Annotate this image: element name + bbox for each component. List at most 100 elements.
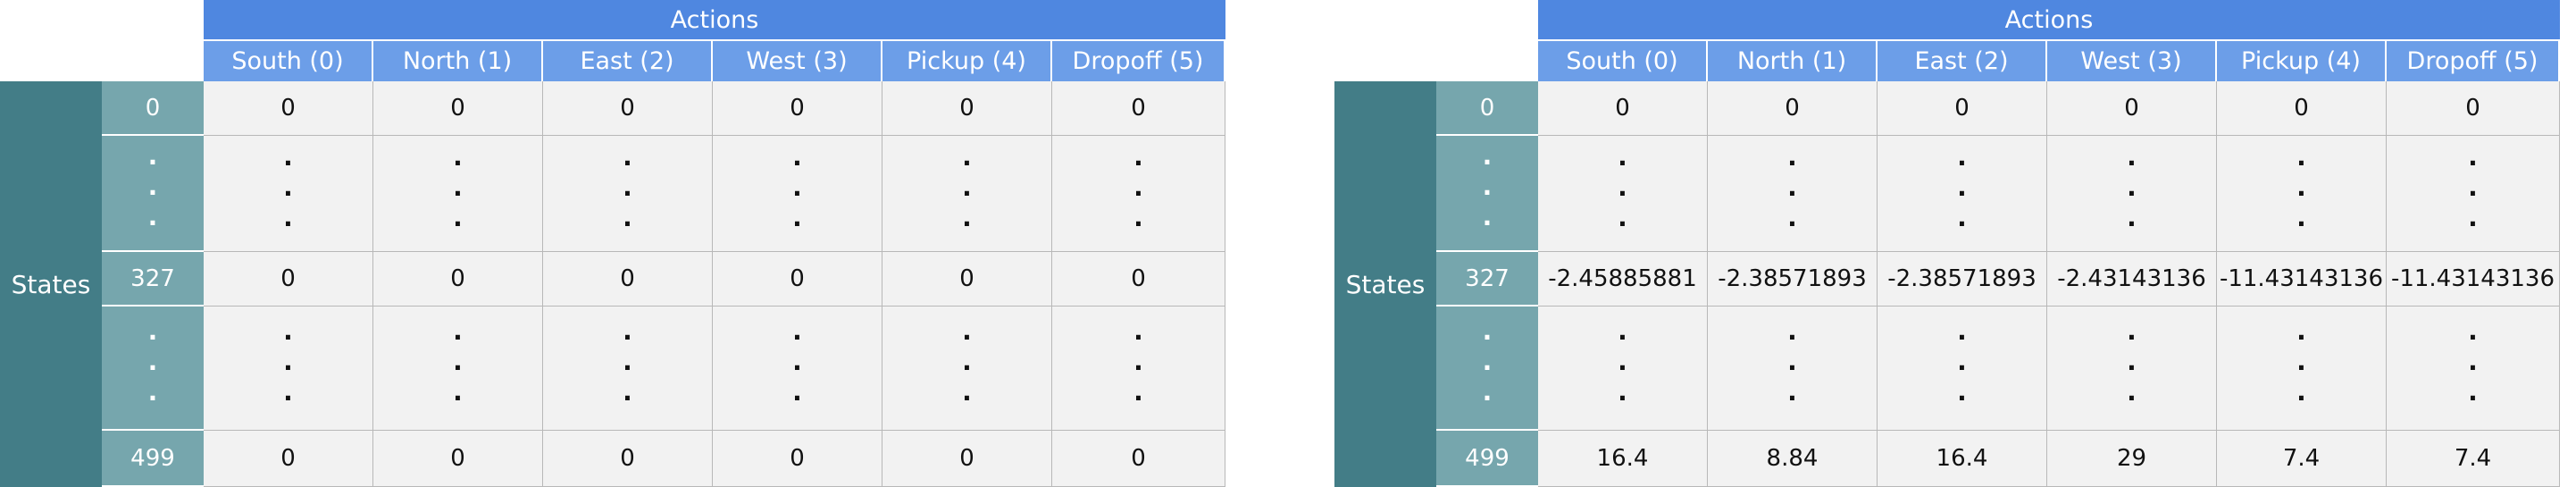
- q-value-cell: 0: [543, 252, 713, 306]
- ellipsis-dot: ·: [792, 208, 802, 239]
- q-value-cell: 0: [882, 81, 1052, 136]
- ellipsis-dot: ·: [147, 322, 158, 352]
- ellipsis-dot: ·: [1133, 147, 1143, 178]
- ellipsis-dot: ·: [453, 353, 463, 382]
- ellipsis-cell: · · ·: [882, 136, 1052, 252]
- ellipsis-dot: ·: [283, 383, 293, 413]
- q-value-cell: 0: [713, 252, 882, 306]
- ellipsis-cell: · · ·: [1708, 306, 1878, 431]
- ellipsis-dot: ·: [283, 323, 293, 352]
- q-value-cell: 16.4: [1538, 431, 1708, 487]
- ellipsis-dot: ·: [1787, 178, 1797, 208]
- q-value-cell: -11.43143136: [2217, 252, 2387, 306]
- q-value-cell: -2.45885881: [1538, 252, 1708, 306]
- ellipsis-cell: · · ·: [204, 306, 373, 431]
- ellipsis-dot: ·: [623, 178, 632, 208]
- corner-blank: [0, 0, 204, 81]
- ellipsis-dot: ·: [1133, 178, 1143, 208]
- ellipsis-dot: ·: [2127, 147, 2137, 178]
- ellipsis-dot: ·: [792, 353, 802, 382]
- action-header-3: West (3): [713, 41, 882, 81]
- q-table-trained: Actions South (0) North (1) East (2) West (3…: [1334, 0, 2560, 487]
- ellipsis-cell: · · ·: [2047, 306, 2217, 431]
- ellipsis-dot: ·: [2468, 178, 2478, 208]
- ellipsis-dot: ·: [147, 147, 158, 177]
- q-value-cell: 0: [1708, 81, 1878, 136]
- ellipsis-cell: · · ·: [2387, 306, 2560, 431]
- q-value-cell: 8.84: [1708, 431, 1878, 487]
- ellipsis-dot: ·: [2296, 178, 2306, 208]
- ellipsis-dot: ·: [2127, 323, 2137, 352]
- q-value-cell: 0: [882, 431, 1052, 487]
- corner-blank: [1334, 0, 1538, 81]
- ellipsis-dot: ·: [1618, 353, 1627, 382]
- ellipsis-dot: ·: [283, 353, 293, 382]
- ellipsis-dot: ·: [453, 383, 463, 413]
- ellipsis-cell: · · ·: [1538, 136, 1708, 252]
- q-value-cell: -2.43143136: [2047, 252, 2217, 306]
- ellipsis-dot: ·: [623, 383, 632, 413]
- state-0: 0: [1436, 81, 1538, 136]
- ellipsis-cell: · · ·: [2217, 306, 2387, 431]
- q-table-initial: Actions South (0) North (1) East (2) West (3…: [0, 0, 1225, 487]
- ellipsis-dot: ·: [962, 178, 972, 208]
- q-value-cell: 29: [2047, 431, 2217, 487]
- ellipsis-dot: ·: [1957, 353, 1967, 382]
- action-header-1: North (1): [373, 41, 543, 81]
- ellipsis-cell: · · ·: [713, 136, 882, 252]
- ellipsis-dot: ·: [453, 147, 463, 178]
- ellipsis-dot: ·: [2296, 383, 2306, 413]
- states-label: States: [1334, 81, 1436, 487]
- ellipsis-dot: ·: [2127, 178, 2137, 208]
- ellipsis-dot: ·: [2468, 147, 2478, 178]
- ellipsis-cell: · · ·: [882, 306, 1052, 431]
- ellipsis-cell: · · ·: [1878, 136, 2047, 252]
- q-value-cell: -2.38571893: [1708, 252, 1878, 306]
- action-header-2: East (2): [543, 41, 713, 81]
- state-ellipsis: · · ·: [102, 306, 204, 431]
- q-value-cell: 0: [204, 431, 373, 487]
- ellipsis-dot: ·: [1482, 382, 1493, 413]
- ellipsis-dot: ·: [792, 383, 802, 413]
- ellipsis-cell: · · ·: [713, 306, 882, 431]
- states-label: States: [0, 81, 102, 487]
- ellipsis-dot: ·: [623, 208, 632, 239]
- ellipsis-dot: ·: [1133, 353, 1143, 382]
- ellipsis-dot: ·: [1482, 322, 1493, 352]
- ellipsis-dot: ·: [147, 208, 158, 238]
- state-499: 499: [1436, 431, 1538, 487]
- ellipsis-dot: ·: [792, 178, 802, 208]
- ellipsis-dot: ·: [623, 353, 632, 382]
- q-value-cell: 0: [543, 81, 713, 136]
- q-value-cell: 0: [2047, 81, 2217, 136]
- ellipsis-dot: ·: [792, 323, 802, 352]
- ellipsis-dot: ·: [453, 323, 463, 352]
- ellipsis-dot: ·: [1482, 178, 1493, 207]
- ellipsis-cell: · · ·: [373, 136, 543, 252]
- action-header-5: Dropoff (5): [1052, 41, 1225, 81]
- ellipsis-dot: ·: [453, 178, 463, 208]
- q-value-cell: 16.4: [1878, 431, 2047, 487]
- q-value-cell: 0: [2387, 81, 2560, 136]
- ellipsis-cell: · · ·: [2047, 136, 2217, 252]
- ellipsis-cell: · · ·: [1052, 136, 1225, 252]
- actions-header: Actions: [1538, 0, 2560, 41]
- ellipsis-dot: ·: [283, 147, 293, 178]
- ellipsis-dot: ·: [1787, 383, 1797, 413]
- ellipsis-dot: ·: [1482, 147, 1493, 177]
- ellipsis-dot: ·: [1787, 323, 1797, 352]
- q-value-cell: 7.4: [2387, 431, 2560, 487]
- ellipsis-dot: ·: [962, 323, 972, 352]
- ellipsis-dot: ·: [1957, 147, 1967, 178]
- ellipsis-dot: ·: [2468, 383, 2478, 413]
- state-327: 327: [1436, 252, 1538, 306]
- actions-header: Actions: [204, 0, 1225, 41]
- ellipsis-dot: ·: [1618, 208, 1627, 239]
- ellipsis-dot: ·: [1957, 208, 1967, 239]
- ellipsis-cell: · · ·: [543, 136, 713, 252]
- q-value-cell: 0: [1538, 81, 1708, 136]
- action-header-4: Pickup (4): [2217, 41, 2387, 81]
- ellipsis-cell: · · ·: [2217, 136, 2387, 252]
- q-value-cell: 0: [1878, 81, 2047, 136]
- ellipsis-cell: · · ·: [543, 306, 713, 431]
